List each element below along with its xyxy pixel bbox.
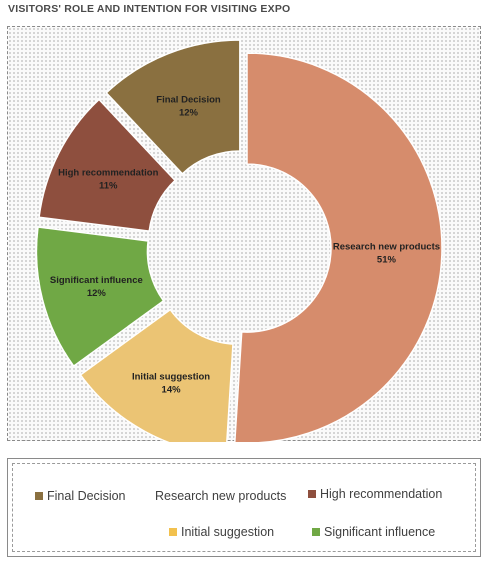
slice-label-final-decision: Final Decision (156, 94, 221, 105)
slice-label-high-recommendation: High recommendation (58, 167, 158, 178)
slice-value-final-decision: 12% (179, 107, 199, 118)
legend-swatch (312, 528, 320, 536)
chart-area: Research new products 51% Initial suggesti… (7, 26, 481, 442)
legend-item-high-recommendation: High recommendation (308, 487, 442, 501)
chart-title: VISITORS' ROLE AND INTENTION FOR VISITIN… (8, 3, 291, 15)
legend-label: Significant influence (324, 525, 436, 539)
slice-initial-suggestion (79, 308, 234, 442)
slice-research-new-products (234, 52, 443, 442)
slice-value-significant-influence: 12% (87, 288, 107, 299)
legend-item-significant-influence: Significant influence (312, 525, 435, 539)
legend-swatch (35, 492, 43, 500)
legend-item-initial-suggestion: Initial suggestion (169, 525, 274, 539)
slice-value-research-new-products: 51% (377, 254, 397, 265)
doughnut-chart: Research new products 51% Initial suggesti… (35, 39, 443, 442)
legend-label: Final Decision (47, 489, 126, 503)
legend-item-final-decision: Final Decision (35, 489, 126, 503)
slice-value-high-recommendation: 11% (99, 180, 118, 191)
slice-high-recommendation (38, 98, 177, 232)
legend-swatch (308, 490, 316, 498)
slice-label-initial-suggestion: Initial suggestion (132, 372, 210, 383)
legend-item-research-new-products: Research new products (155, 489, 286, 503)
legend-label: Initial suggestion (181, 525, 275, 539)
slice-label-research-new-products: Research new products (333, 241, 440, 252)
slice-value-initial-suggestion: 14% (162, 385, 182, 396)
slice-significant-influence (35, 226, 165, 368)
legend-swatch (169, 528, 177, 536)
slice-label-significant-influence: Significant influence (50, 275, 143, 286)
legend-label: High recommendation (320, 487, 443, 501)
slice-final-decision (105, 39, 241, 175)
legend: Final Decision Research new products Hig… (7, 458, 481, 557)
legend-label: Research new products (155, 489, 287, 503)
